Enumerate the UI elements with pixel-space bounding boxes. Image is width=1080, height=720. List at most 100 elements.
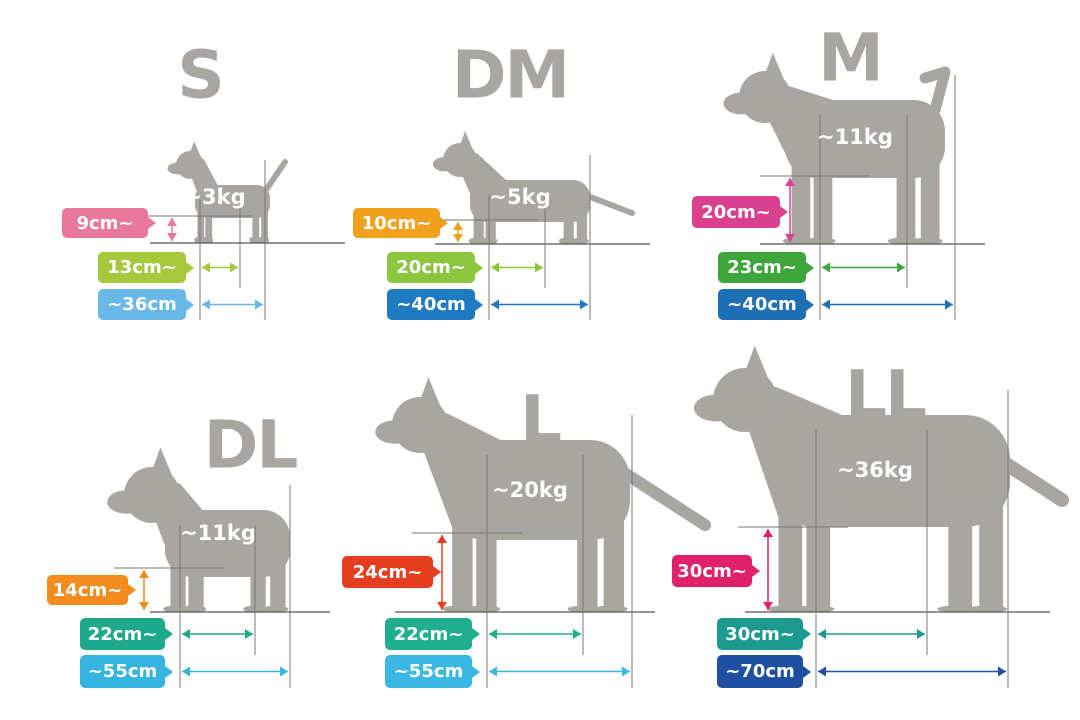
size-title: DM [451,36,570,114]
total-length-arrow-head [998,666,1006,677]
length-tag: 22cm~ [80,618,173,650]
dog-silhouette-l-paw [442,605,477,613]
length-arrow-head [491,262,499,273]
size-title: L [519,381,562,459]
dog-silhouette-l-tail [614,464,711,531]
dog-silhouette-dl-paw [181,605,207,613]
height-arrow-head [785,178,795,186]
dog-silhouette-s-leg [197,210,205,243]
total-length-arrow-head [255,299,263,310]
dog-silhouette-dm-paw [558,237,576,245]
length-tag: 30cm~ [717,618,811,650]
total-length-arrow-head [622,666,630,677]
height-arrow-head [437,602,447,610]
dog-silhouette-l-leg [476,516,497,612]
dog-silhouette-s-ear [188,141,202,158]
dog-silhouette-dl-leg [188,559,204,612]
dog-silhouette-s-leg [205,210,213,243]
height-arrow-head [437,535,447,543]
height-arrow-head [167,233,177,241]
dog-silhouette-dm-leg [485,210,496,244]
dog-silhouette-dl-paw [263,605,289,613]
dog-silhouette-m-leg [791,156,811,244]
dog-silhouette-dm-leg [473,210,484,244]
total-length-arrow-head [280,666,288,677]
height-tag: 30cm~ [672,555,760,587]
dog-silhouette-l-body [445,440,630,540]
dog-silhouette-m-ear [762,52,786,84]
dog-silhouette-m-paw [912,237,943,245]
dog-silhouette-ll-leg [806,499,831,612]
dog-silhouette-m-leg [813,156,833,244]
dog-silhouette-dm-ear [458,131,474,152]
dog-silhouette-dl-paw [163,605,189,613]
length-arrow-head [230,262,238,273]
height-tag: 24cm~ [342,556,441,588]
dog-silhouette-dm-snout [432,157,457,172]
height-tag: 9cm~ [62,208,156,238]
dog-silhouette-ll-leg [979,499,1003,612]
dog-silhouette-s-paw [202,236,214,244]
dog-silhouette-ll-paw [937,605,977,613]
total-length-tag: ~55cm [385,655,480,688]
dog-silhouette-m-leg [920,156,940,244]
dog-silhouette-dl-leg [270,559,286,612]
dog-silhouette-dl-paw [243,605,269,613]
height-arrow-head [139,602,149,610]
length-tag: 13cm~ [98,252,194,283]
length-tag: 20cm~ [387,252,483,283]
size-title: S [177,36,225,114]
weight-label: ~3kg [184,185,246,209]
size-title: LL [844,356,927,434]
total-length-arrow-head [202,299,210,310]
length-arrow-head [535,262,543,273]
length-tag: 23cm~ [718,252,814,283]
height-tag: 10cm~ [353,208,448,238]
size-title: M [818,19,884,97]
length-arrow-head [489,629,497,639]
length-arrow-head [822,262,830,273]
dog-silhouette-l-snout [375,420,415,444]
total-length-arrow-head [822,299,830,310]
dog-silhouette-ll-body [770,415,1010,527]
dog-silhouette-ll-paw [968,605,1008,613]
dog-silhouette-m-tail [919,66,951,116]
dog-silhouette-l-ear [417,377,443,411]
dog-silhouette-m-paw [887,237,919,245]
length-arrow-head [897,262,905,273]
height-arrow-head [785,234,795,242]
total-length-tag: ~36cm [98,289,194,320]
dog-silhouette-dm-tail [582,192,635,216]
dog-silhouette-l-paw [567,605,602,613]
length-arrow-head [573,629,581,639]
height-tag: 20cm~ [692,196,788,228]
length-tag: 22cm~ [385,618,480,650]
dog-silhouette-dl-leg [170,559,186,612]
dog-silhouette-l-paw [466,605,501,613]
size-title: DL [203,406,299,484]
weight-label: ~36kg [837,458,913,482]
total-length-tag: ~40cm [718,289,814,320]
total-length-arrow-head [491,299,499,310]
dog-silhouette-ll-ear [741,345,771,384]
dog-silhouette-dm-leg [576,210,587,244]
length-arrow-head [202,262,210,273]
dog-silhouette-l-leg [452,516,473,612]
length-arrow-head [818,629,826,639]
weight-label: ~5kg [489,185,551,209]
height-arrow-head [167,218,177,226]
dog-silhouette-s-snout [167,162,188,175]
dog-silhouette-dl-leg [250,559,266,612]
length-arrow-head [917,629,925,639]
dog-silhouette-s-paw [249,236,261,244]
height-arrow-head [763,602,773,610]
weight-label: ~11kg [817,125,893,149]
dog-silhouette-dm-paw [572,237,589,245]
total-length-tag: ~40cm [387,289,483,320]
dog-silhouette-s-tail [263,159,288,193]
dog-silhouette-l-leg [577,516,598,612]
height-arrow-head [139,570,149,578]
total-length-tag: ~55cm [80,655,173,688]
dog-silhouette-l-leg [603,516,624,612]
